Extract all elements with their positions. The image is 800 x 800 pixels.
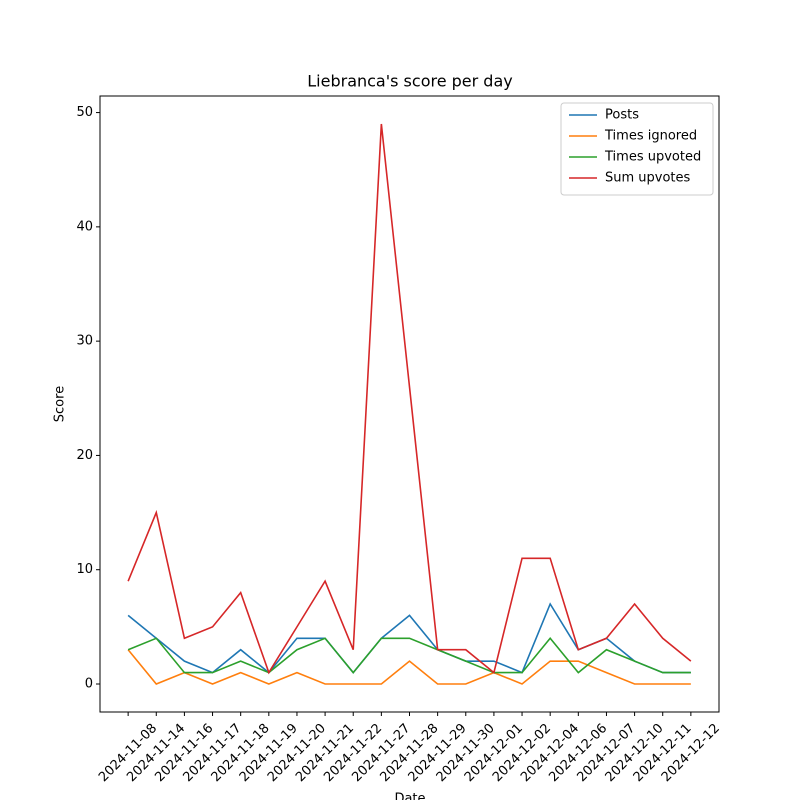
chart-title: Liebranca's score per day: [307, 72, 512, 91]
y-tick-label: 50: [76, 105, 93, 120]
y-tick-label: 0: [85, 677, 93, 692]
series-line: [127, 123, 692, 675]
y-tick-label: 30: [76, 334, 93, 349]
series-line: [127, 637, 691, 674]
legend-box: [560, 102, 714, 196]
legend-label: Posts: [605, 108, 639, 123]
x-axis-label: Date: [394, 792, 425, 800]
legend-label: Sum upvotes: [605, 171, 691, 186]
plot-frame: [99, 95, 720, 713]
legend-label: Times upvoted: [604, 150, 701, 165]
y-tick-label: 40: [76, 219, 93, 234]
legend-label: Times ignored: [604, 129, 697, 144]
y-tick-label: 10: [76, 562, 93, 577]
y-axis-label: Score: [53, 386, 68, 422]
y-tick-label: 20: [76, 448, 93, 463]
series-line: [127, 649, 691, 685]
